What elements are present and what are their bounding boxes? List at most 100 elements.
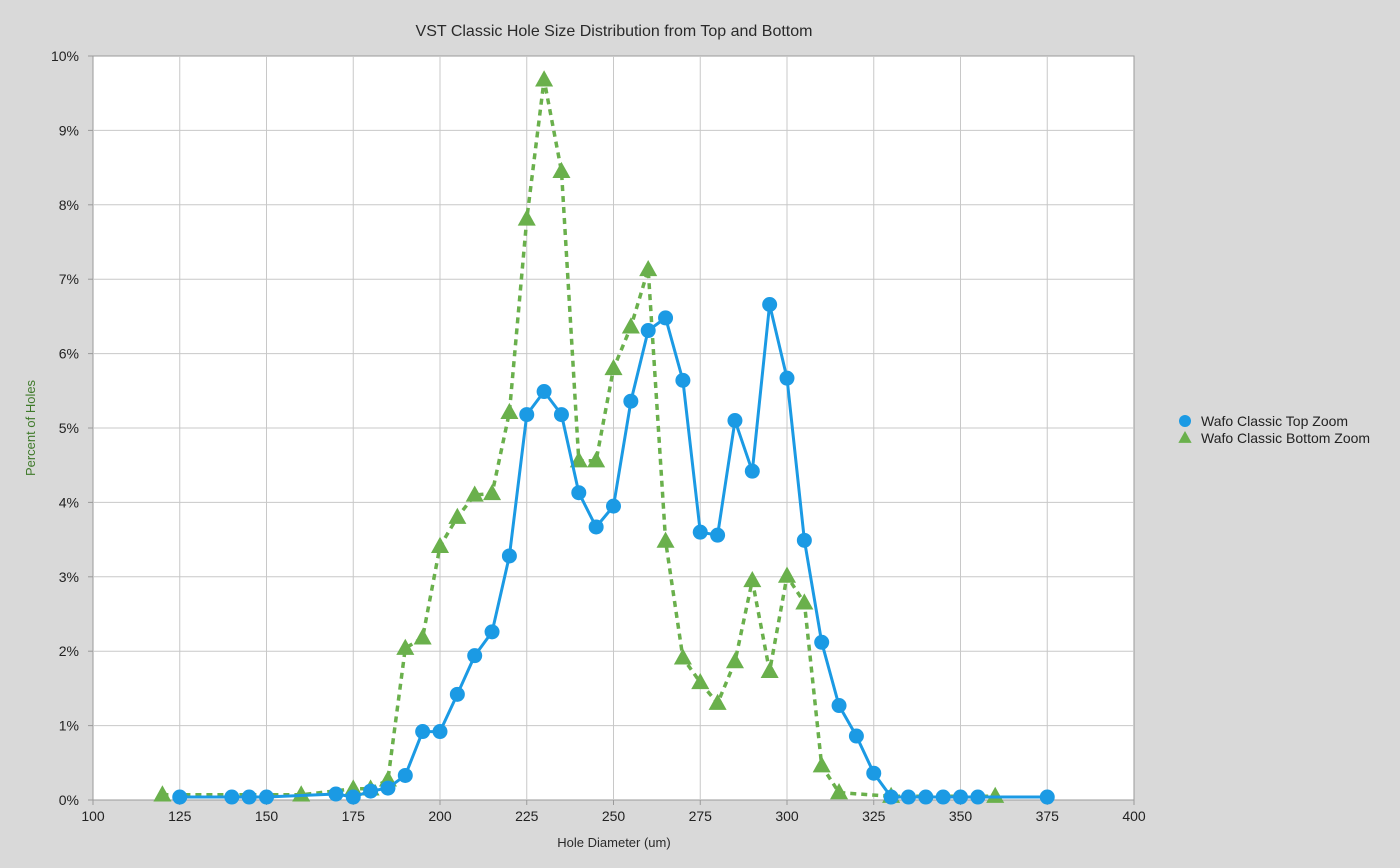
data-point bbox=[935, 789, 951, 805]
data-point bbox=[465, 485, 484, 502]
data-point bbox=[552, 161, 571, 178]
series-top-zoom bbox=[172, 296, 1055, 805]
x-tick-label: 225 bbox=[515, 808, 539, 824]
data-point bbox=[172, 789, 188, 805]
x-tick-label: 250 bbox=[602, 808, 626, 824]
data-point bbox=[448, 507, 467, 524]
data-point bbox=[1039, 789, 1055, 805]
data-point bbox=[708, 693, 727, 710]
y-axis-label: Percent of Holes bbox=[23, 379, 38, 476]
data-point bbox=[588, 519, 604, 535]
data-point bbox=[413, 628, 432, 645]
x-tick-label: 375 bbox=[1036, 808, 1060, 824]
data-point bbox=[970, 789, 986, 805]
data-point bbox=[762, 296, 778, 312]
data-point bbox=[380, 780, 396, 796]
data-point bbox=[744, 463, 760, 479]
x-tick-label: 400 bbox=[1122, 808, 1146, 824]
data-point bbox=[760, 661, 779, 678]
data-point bbox=[848, 728, 864, 744]
data-point bbox=[900, 789, 916, 805]
data-point bbox=[483, 483, 502, 501]
x-tick-label: 350 bbox=[949, 808, 973, 824]
data-point bbox=[831, 698, 847, 714]
data-point bbox=[796, 532, 812, 548]
data-point bbox=[918, 789, 934, 805]
data-point bbox=[467, 648, 483, 664]
data-point bbox=[519, 407, 535, 423]
data-point bbox=[571, 485, 587, 501]
data-point bbox=[691, 672, 710, 690]
data-point bbox=[363, 783, 379, 799]
data-point bbox=[484, 624, 500, 640]
chart-title: VST Classic Hole Size Distribution from … bbox=[416, 23, 813, 40]
series-line bbox=[162, 78, 996, 799]
data-point bbox=[656, 531, 675, 548]
data-point bbox=[501, 548, 517, 564]
series-layer bbox=[153, 70, 1055, 805]
data-point bbox=[725, 652, 744, 669]
y-tick-label: 0% bbox=[59, 792, 79, 808]
data-point bbox=[535, 70, 554, 87]
data-point bbox=[396, 638, 415, 655]
data-point bbox=[241, 789, 257, 805]
x-tick-label: 175 bbox=[342, 808, 366, 824]
data-point bbox=[779, 370, 795, 386]
data-point bbox=[397, 767, 413, 783]
data-point bbox=[500, 402, 519, 420]
data-point bbox=[606, 498, 621, 514]
data-point bbox=[866, 765, 882, 781]
y-tick-label: 5% bbox=[59, 420, 79, 436]
data-point bbox=[430, 536, 450, 553]
legend-marker bbox=[1178, 431, 1192, 443]
data-point bbox=[536, 384, 552, 400]
y-axis-ticks: 0% 1% 2% 3% 4% 5% 6% 7% 8% 9% 10% bbox=[51, 48, 93, 808]
x-tick-label: 125 bbox=[168, 808, 192, 824]
data-point bbox=[692, 524, 708, 540]
legend-item: Wafo Classic Bottom Zoom bbox=[1178, 430, 1370, 446]
data-point bbox=[432, 724, 448, 740]
series-bottom-zoom bbox=[153, 70, 1005, 803]
data-point bbox=[830, 783, 849, 800]
data-point bbox=[224, 789, 240, 805]
data-point bbox=[328, 786, 344, 802]
x-tick-label: 275 bbox=[689, 808, 713, 824]
data-point bbox=[673, 648, 692, 665]
y-tick-label: 3% bbox=[59, 569, 79, 585]
data-point bbox=[623, 393, 639, 409]
data-point bbox=[587, 451, 606, 468]
legend-label: Wafo Classic Bottom Zoom bbox=[1201, 430, 1370, 446]
data-point bbox=[621, 317, 640, 334]
data-point bbox=[658, 310, 674, 326]
data-point bbox=[553, 407, 569, 423]
data-point bbox=[639, 260, 658, 277]
legend-label: Wafo Classic Top Zoom bbox=[1201, 413, 1348, 429]
y-tick-label: 8% bbox=[59, 197, 79, 213]
y-tick-label: 2% bbox=[59, 643, 79, 659]
data-point bbox=[259, 789, 274, 805]
data-point bbox=[710, 527, 726, 543]
legend-item: Wafo Classic Top Zoom bbox=[1179, 413, 1348, 429]
data-point bbox=[604, 358, 623, 376]
x-tick-label: 150 bbox=[255, 808, 279, 824]
x-tick-label: 100 bbox=[81, 808, 105, 824]
y-tick-label: 10% bbox=[51, 48, 79, 64]
y-tick-label: 6% bbox=[59, 346, 79, 362]
y-tick-label: 1% bbox=[59, 718, 79, 734]
y-tick-label: 9% bbox=[59, 122, 79, 138]
x-tick-label: 300 bbox=[775, 808, 799, 824]
data-point bbox=[777, 566, 797, 583]
data-point bbox=[640, 323, 656, 339]
data-point bbox=[675, 372, 691, 388]
data-point bbox=[986, 786, 1005, 803]
x-axis-label: Hole Diameter (um) bbox=[557, 835, 670, 850]
x-axis-ticks: 100 125 150 175 200 225 250 275 300 325 350 375 400 bbox=[81, 800, 1146, 824]
data-point bbox=[292, 785, 311, 802]
data-point bbox=[345, 789, 361, 805]
data-point bbox=[883, 789, 899, 805]
data-point bbox=[517, 209, 536, 226]
data-point bbox=[153, 785, 172, 802]
data-point bbox=[795, 593, 814, 610]
